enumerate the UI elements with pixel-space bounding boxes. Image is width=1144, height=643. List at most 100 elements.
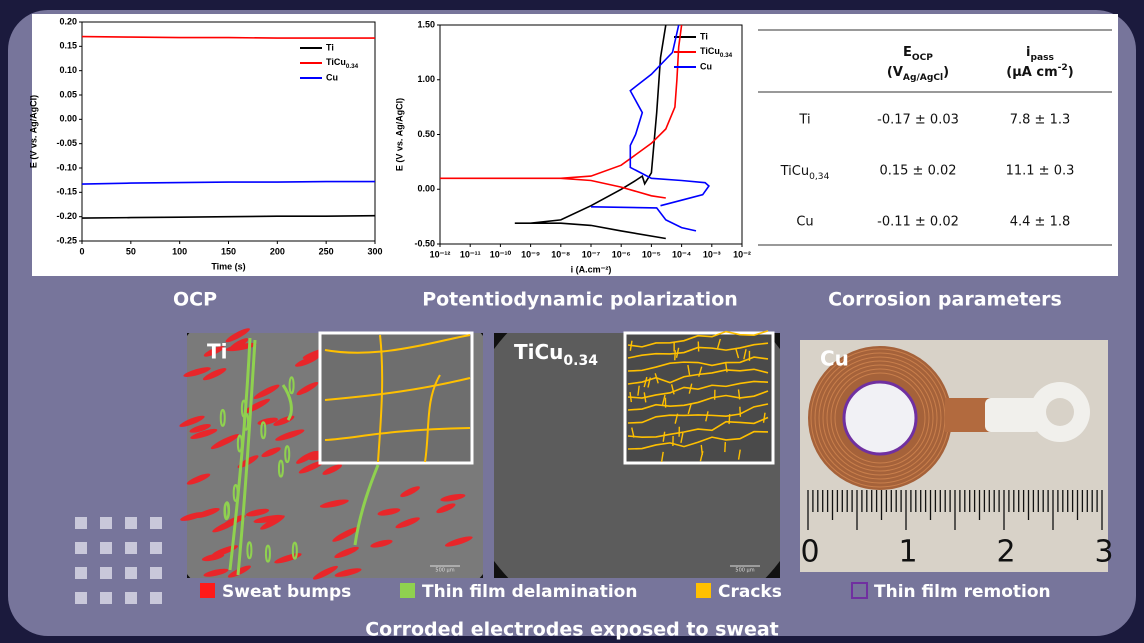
images: 0123TiTiCu0.34Cu500 µm500 µm (178, 326, 1113, 582)
header-part: ) (943, 65, 949, 80)
x-tick-label: 10⁻⁶ (612, 249, 631, 259)
ruler-label: 2 (996, 535, 1015, 570)
legend-label: Cu (326, 72, 338, 82)
x-tick-label: 150 (221, 246, 236, 256)
dot (125, 592, 137, 604)
y-tick-label: 0.50 (417, 129, 435, 139)
ruler-label: 0 (800, 535, 819, 570)
y-tick-label: 0.00 (417, 184, 435, 194)
y-tick-label: 0.00 (59, 114, 77, 124)
electrode (844, 382, 916, 454)
crack (725, 442, 726, 452)
dot (125, 542, 137, 554)
x-tick-label: 10⁻¹¹ (460, 249, 481, 259)
x-tick-label: 10⁻⁸ (551, 249, 570, 259)
legend-swatch (400, 583, 415, 598)
y-axis-title: E (V vs. Ag/AgCl) (394, 98, 404, 171)
footer: Corroded electrodes exposed to sweat (365, 619, 779, 641)
x-tick-label: 50 (126, 246, 136, 256)
table-cell: 0.15 ± 0.02 (879, 164, 956, 179)
dot (75, 592, 87, 604)
caption: OCP (173, 289, 217, 311)
y-tick-label: 0.15 (59, 41, 77, 51)
dot (125, 567, 137, 579)
image-label: Cu (820, 347, 849, 371)
header-part: pass (1030, 53, 1053, 63)
x-tick-label: 10⁻⁵ (642, 249, 661, 259)
y-tick-label: -0.20 (56, 211, 77, 221)
header-part: -2 (1058, 63, 1068, 73)
dot (75, 567, 87, 579)
caption: Corrosion parameters (828, 289, 1062, 311)
table-cell: -0.11 ± 0.02 (877, 215, 959, 230)
caption: Potentiodynamic polarization (422, 289, 738, 311)
y-tick-label: -0.10 (56, 162, 77, 172)
x-tick-label: 250 (319, 246, 334, 256)
dot (100, 592, 112, 604)
x-tick-label: 10⁻² (733, 249, 751, 259)
dot (150, 517, 162, 529)
table-cell: -0.17 ± 0.03 (877, 113, 959, 128)
dot (100, 542, 112, 554)
legend-label: Cu (700, 61, 712, 71)
x-axis-title: Time (s) (211, 261, 245, 271)
table-cell: 11.1 ± 0.3 (1006, 164, 1075, 179)
x-tick-label: 10⁻¹⁰ (490, 249, 512, 259)
crack (729, 414, 730, 424)
inset (625, 333, 773, 463)
y-tick-label: 0.20 (59, 16, 77, 26)
x-tick-label: 10⁻⁷ (582, 249, 601, 259)
table-cell: Cu (796, 215, 813, 230)
ruler-label: 1 (898, 535, 917, 570)
y-axis-title: E (V vs. Ag/AgCl) (28, 95, 38, 168)
table-cell: 4.4 ± 1.8 (1010, 215, 1071, 230)
dot (100, 567, 112, 579)
legend-label: Thin film remotion (874, 582, 1051, 602)
table-cell: Ti (798, 113, 810, 128)
header-part: (μA cm (1006, 65, 1057, 80)
graphical-abstract: 0123TiTiCu0.34Cu500 µm500 µm OCP Potenti… (0, 0, 1144, 643)
legend-label: Sweat bumps (222, 582, 351, 602)
header-part: ) (1068, 65, 1074, 80)
x-axis-title: i (A.cm⁻²) (571, 264, 612, 274)
top-band (32, 14, 1118, 276)
crack (675, 350, 676, 360)
dot (100, 517, 112, 529)
crack (740, 407, 741, 417)
scale-bar-label: 500 µm (435, 568, 454, 574)
page: {"chart_data": [ {"type": "line", "title… (0, 0, 1144, 643)
eyelet-hole (1046, 398, 1074, 426)
legend-swatch (696, 583, 711, 598)
dot (150, 542, 162, 554)
header-part: E (903, 45, 912, 60)
header-part: Ag/AgCl (903, 73, 943, 83)
dot (125, 517, 137, 529)
dot (150, 567, 162, 579)
table-cell: 7.8 ± 1.3 (1010, 113, 1071, 128)
x-tick-label: 10⁻¹² (430, 249, 451, 259)
y-tick-label: -0.25 (56, 235, 77, 245)
x-tick-label: 300 (367, 246, 382, 256)
legend-label: Cracks (718, 582, 782, 602)
legend-label: Thin film delamination (422, 582, 637, 602)
y-tick-label: 1.50 (417, 19, 435, 29)
x-tick-label: 100 (172, 246, 187, 256)
x-tick-label: 10⁻³ (703, 249, 721, 259)
x-tick-label: 0 (79, 246, 84, 256)
legend-label: Ti (700, 31, 708, 41)
scale-bar-label: 500 µm (735, 568, 754, 574)
y-tick-label: 1.00 (417, 74, 435, 84)
image-label: Ti (207, 340, 228, 364)
x-tick-label: 10⁻⁴ (672, 249, 691, 259)
x-tick-label: 10⁻⁹ (521, 249, 540, 259)
dot (75, 517, 87, 529)
dot (150, 592, 162, 604)
y-tick-label: -0.15 (56, 187, 77, 197)
y-tick-label: 0.05 (59, 89, 77, 99)
dot (75, 542, 87, 554)
legend-label: Ti (326, 42, 334, 52)
header-part: OCP (912, 53, 933, 63)
x-tick-label: 200 (270, 246, 285, 256)
y-tick-label: -0.50 (414, 238, 435, 248)
ruler-label: 3 (1094, 535, 1113, 570)
